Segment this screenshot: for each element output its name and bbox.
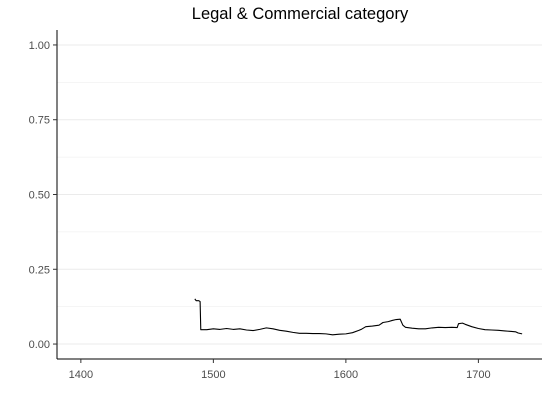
- x-tick-label: 1400: [69, 369, 93, 381]
- series-line-1: [194, 298, 523, 336]
- y-tick-label: 0.75: [29, 115, 50, 127]
- x-tick-label: 1500: [201, 369, 225, 381]
- y-tick-label: 0.00: [29, 339, 50, 351]
- x-tick-label: 1600: [334, 369, 358, 381]
- y-tick-label: 0.50: [29, 190, 50, 202]
- y-tick-label: 1.00: [29, 40, 50, 52]
- chart-title: Legal & Commercial category: [191, 5, 409, 23]
- y-tick-label: 0.25: [29, 264, 50, 276]
- x-tick-label: 1700: [466, 369, 490, 381]
